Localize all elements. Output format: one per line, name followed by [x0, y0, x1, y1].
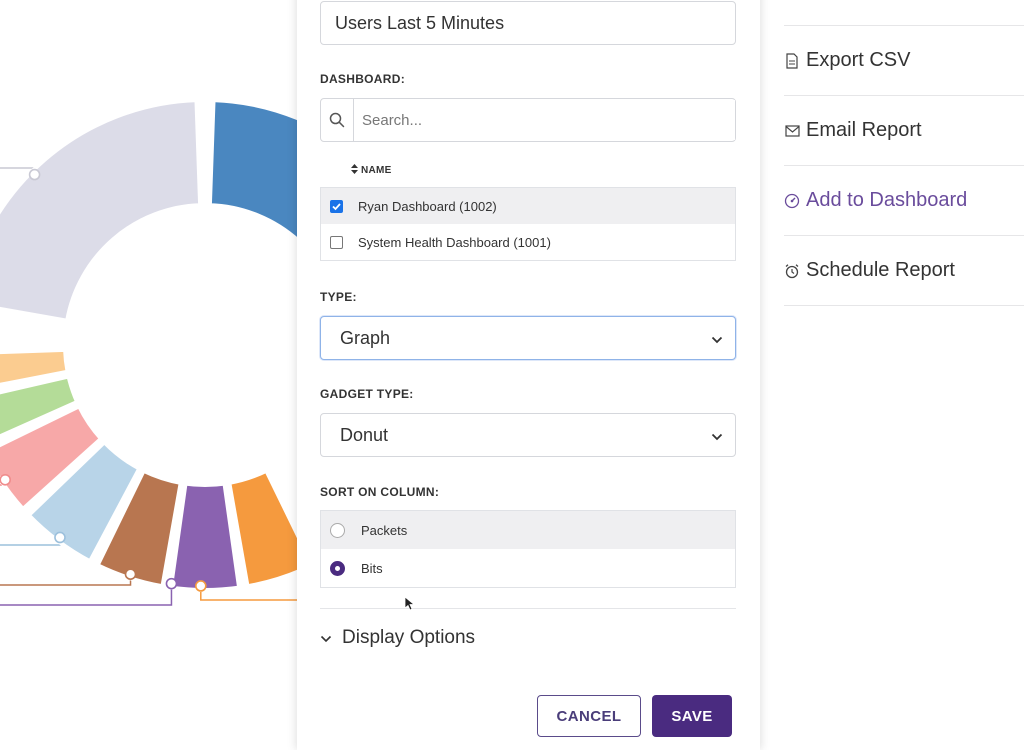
type-select-value: Graph — [340, 327, 391, 348]
sort-radio[interactable] — [330, 522, 345, 538]
cancel-button[interactable]: CANCEL — [537, 695, 641, 737]
chart-connector-line — [0, 583, 173, 606]
email-report-menu-item[interactable]: Email Report — [784, 96, 1024, 166]
donut-slice — [0, 374, 80, 439]
sort-option-row[interactable]: Packets — [321, 511, 735, 549]
chart-connector-dot — [0, 473, 12, 486]
schedule-report-menu-item[interactable]: Schedule Report — [784, 236, 1024, 306]
chevron-down-icon — [711, 328, 723, 349]
schedule-report-label: Schedule Report — [806, 259, 955, 281]
gadget-type-label: GADGET TYPE: — [320, 387, 414, 401]
search-icon — [321, 99, 354, 141]
chart-connector-line — [0, 574, 132, 586]
donut-slice — [26, 440, 142, 564]
name-column-header[interactable]: NAME — [351, 164, 392, 177]
chart-connector-dot — [165, 577, 178, 590]
chart-connector-line — [0, 537, 61, 546]
dashboard-checkbox[interactable] — [330, 235, 343, 249]
sort-option-row[interactable]: Bits — [321, 549, 735, 587]
divider — [320, 608, 736, 609]
dashboard-list: Ryan Dashboard (1002) System Health Dash… — [320, 187, 736, 261]
add-to-dashboard-menu-item[interactable]: Add to Dashboard — [784, 166, 1024, 236]
donut-slice — [0, 98, 203, 323]
donut-slice — [227, 468, 300, 589]
display-options-label: Display Options — [342, 627, 476, 648]
menu-item-partial[interactable] — [784, 0, 1024, 26]
chart-connector-dot — [28, 168, 41, 181]
dashboard-row[interactable]: System Health Dashboard (1001) — [321, 224, 735, 260]
name-column-label: NAME — [361, 165, 392, 176]
display-options-toggle[interactable]: Display Options — [320, 627, 475, 649]
donut-slice — [168, 481, 242, 592]
chart-connector-dot — [124, 568, 137, 581]
chart-connector-dot — [194, 580, 207, 592]
dashboard-search-box — [320, 98, 736, 142]
dashboard-search-input[interactable] — [354, 100, 735, 140]
donut-slice — [0, 347, 70, 387]
gadget-name-input[interactable] — [320, 1, 736, 45]
chart-slices — [0, 98, 300, 592]
sort-option-label: Bits — [361, 560, 383, 576]
chevron-down-icon — [711, 425, 723, 446]
sort-column-options: Packets Bits — [320, 510, 736, 588]
email-report-label: Email Report — [806, 119, 922, 141]
dashboard-gauge-icon — [784, 192, 800, 210]
envelope-icon — [784, 122, 800, 140]
dashboard-checkbox-checked[interactable] — [330, 199, 343, 213]
donut-slice — [0, 404, 103, 511]
sort-radio-selected[interactable] — [330, 560, 345, 576]
type-label: TYPE: — [320, 290, 357, 304]
gadget-type-select[interactable]: Donut — [320, 413, 736, 457]
gadget-type-select-value: Donut — [340, 424, 389, 445]
donut-chart — [0, 0, 300, 745]
checkmark-icon — [332, 202, 341, 210]
donut-slice — [207, 98, 300, 246]
dashboard-row[interactable]: Ryan Dashboard (1002) — [321, 188, 735, 224]
chart-connector-dots — [0, 168, 207, 592]
export-csv-menu-item[interactable]: Export CSV — [784, 26, 1024, 96]
donut-chart-svg — [0, 98, 300, 606]
dashboard-name: System Health Dashboard (1001) — [358, 234, 551, 250]
save-button[interactable]: SAVE — [652, 695, 732, 737]
mouse-cursor-icon — [404, 596, 416, 616]
add-to-dashboard-panel: DASHBOARD: NAME Ryan Dashboard (100 — [297, 0, 760, 750]
chart-connector-dot — [54, 531, 66, 544]
add-to-dashboard-label: Add to Dashboard — [806, 189, 968, 211]
export-csv-label: Export CSV — [806, 49, 911, 71]
type-select[interactable]: Graph — [320, 316, 736, 360]
chevron-down-icon — [320, 627, 332, 649]
dashboard-label: DASHBOARD: — [320, 72, 405, 86]
alarm-clock-icon — [784, 262, 800, 280]
dashboard-name: Ryan Dashboard (1002) — [358, 198, 497, 214]
sort-option-label: Packets — [361, 522, 408, 538]
sort-arrows-icon — [351, 164, 358, 177]
donut-slice — [95, 468, 183, 589]
sort-on-column-label: SORT ON COLUMN: — [320, 485, 440, 499]
csv-file-icon — [784, 52, 800, 70]
